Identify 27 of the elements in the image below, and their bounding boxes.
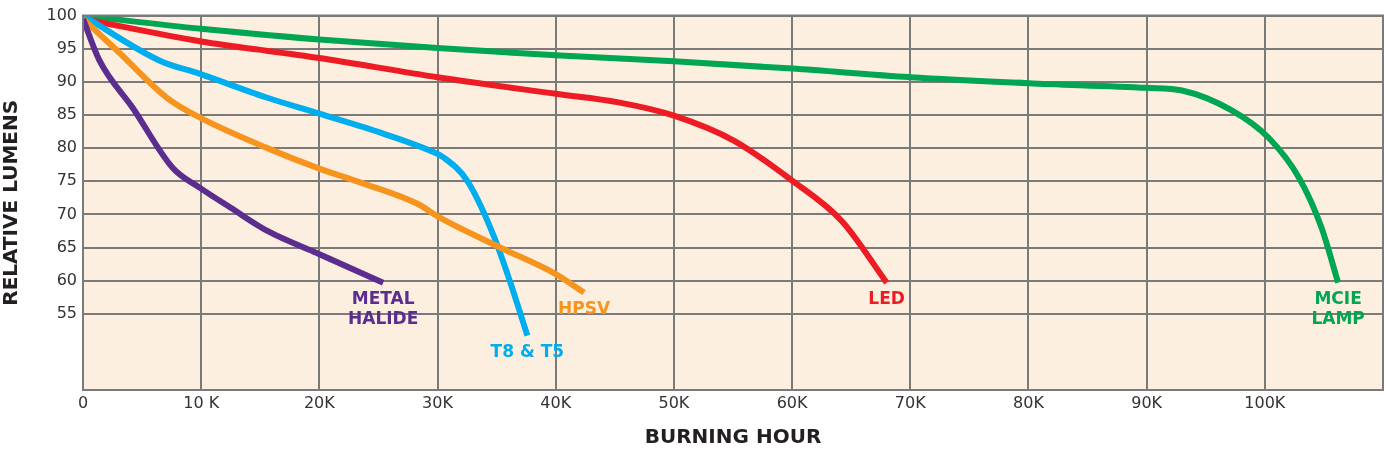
x-tick-label: 40K xyxy=(540,392,572,412)
series-label: MCIE LAMP xyxy=(1311,287,1365,328)
y-axis-title: RELATIVE LUMENS xyxy=(0,99,23,306)
series-label: T8 & T5 xyxy=(490,340,565,361)
x-tick-label: 60K xyxy=(776,392,809,412)
y-tick-label: 65 xyxy=(56,236,77,256)
y-tick-label: 70 xyxy=(56,203,77,223)
x-tick-label: 80K xyxy=(1013,392,1045,412)
x-tick-label: 0 xyxy=(77,392,89,412)
y-tick-label: 55 xyxy=(56,302,77,322)
y-tick-label: 80 xyxy=(56,137,77,157)
x-axis-title: BURNING HOUR xyxy=(644,424,822,449)
y-tick-label: 95 xyxy=(56,37,77,57)
x-tick-label: 90K xyxy=(1131,392,1163,412)
y-tick-label: 90 xyxy=(56,71,77,91)
x-tick-label: 10 K xyxy=(183,392,220,412)
x-tick-label: 50K xyxy=(658,392,690,412)
series-label: LED xyxy=(868,287,905,308)
y-tick-label: 75 xyxy=(56,170,77,190)
x-tick-label: 70K xyxy=(894,392,927,412)
x-tick-label: 30K xyxy=(422,392,454,412)
series-label: HPSV xyxy=(558,297,611,318)
y-tick-label: 60 xyxy=(56,269,77,289)
x-tick-label: 100K xyxy=(1244,392,1286,412)
y-tick-label: 100 xyxy=(46,4,77,24)
x-tick-label: 20K xyxy=(303,392,336,412)
y-tick-label: 85 xyxy=(56,104,77,124)
